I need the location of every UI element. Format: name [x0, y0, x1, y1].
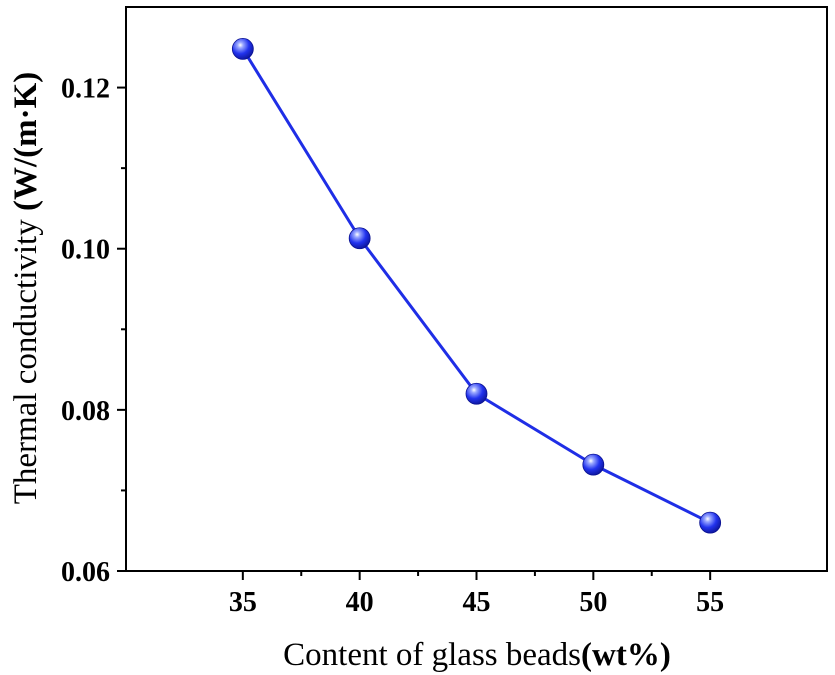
data-point — [699, 511, 722, 534]
y-tick-label: 0.10 — [61, 235, 110, 266]
y-axis-tick-labels: 0.06 0.08 0.10 0.12 — [61, 74, 110, 588]
x-axis-title-text: Content of glass beads — [283, 637, 581, 673]
x-tick-label: 50 — [579, 587, 607, 618]
data-point — [465, 382, 488, 405]
series-group — [231, 37, 722, 534]
y-axis-title-unit: (W/(m·K) — [8, 72, 44, 211]
y-axis-title-text: Thermal conductivity — [8, 211, 44, 504]
x-tick-label: 55 — [696, 587, 724, 618]
data-point — [348, 227, 371, 250]
x-axis-title: Content of glass beads(wt%) — [283, 637, 671, 673]
x-tick-label: 35 — [229, 587, 257, 618]
y-tick-label: 0.06 — [61, 557, 110, 588]
y-tick-label: 0.12 — [61, 74, 110, 105]
y-tick-label: 0.08 — [61, 396, 110, 427]
data-point — [582, 453, 605, 476]
plot-frame — [125, 6, 828, 572]
y-axis-ticks — [117, 86, 126, 572]
x-axis-ticks — [241, 571, 712, 580]
x-tick-label: 45 — [463, 587, 491, 618]
x-axis-tick-labels: 35 40 45 50 55 — [229, 587, 724, 618]
x-axis-title-unit: (wt%) — [581, 637, 671, 673]
series-line — [241, 48, 711, 525]
y-axis-title: Thermal conductivity (W/(m·K) — [8, 72, 44, 505]
x-tick-label: 40 — [346, 587, 374, 618]
data-point — [231, 37, 254, 60]
